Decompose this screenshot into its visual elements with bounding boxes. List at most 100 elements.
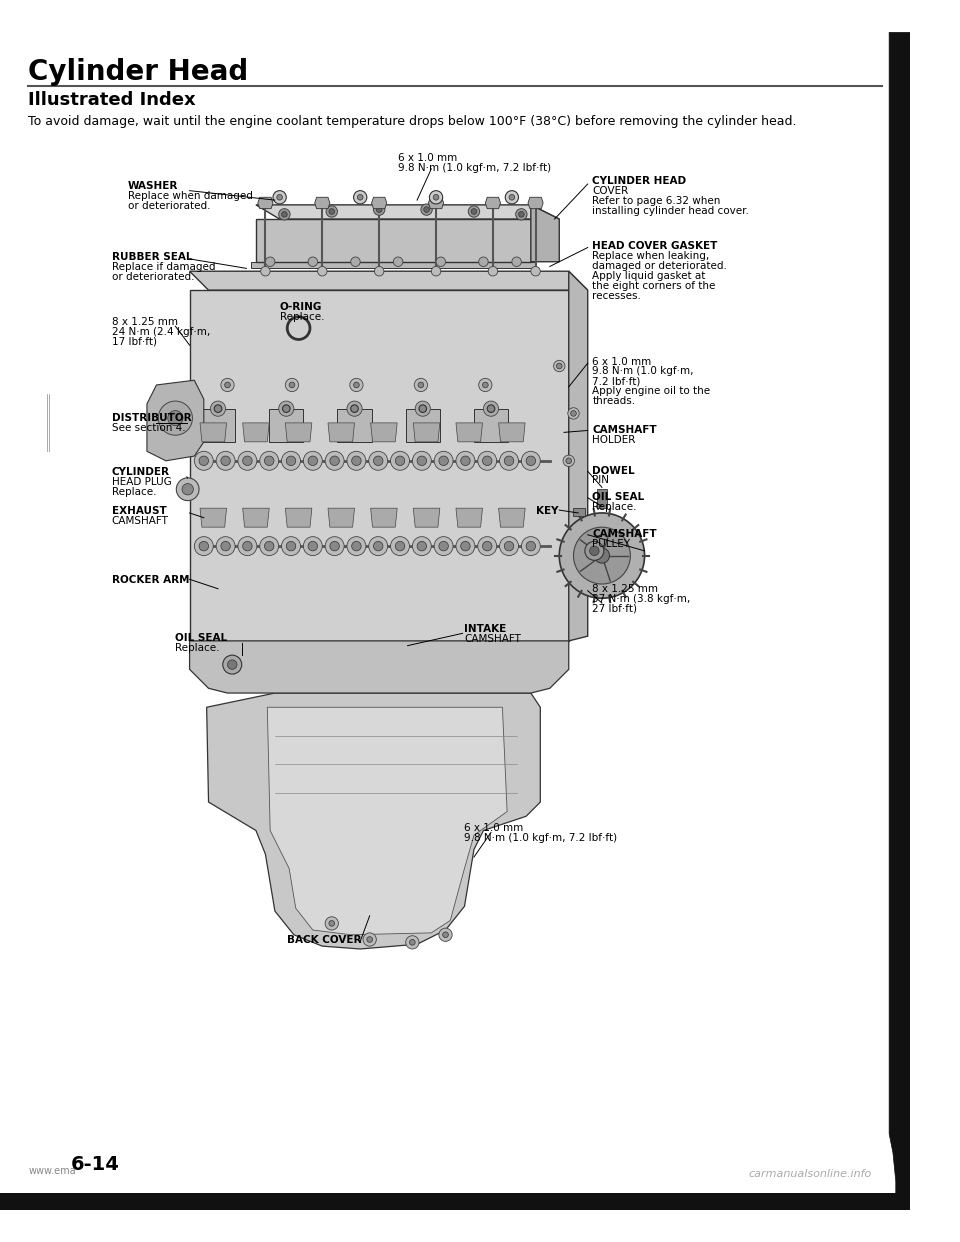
Circle shape (489, 267, 497, 276)
Polygon shape (285, 422, 312, 442)
Circle shape (264, 456, 274, 466)
Circle shape (350, 257, 360, 267)
Circle shape (526, 456, 536, 466)
Circle shape (483, 456, 492, 466)
Circle shape (216, 451, 235, 471)
Circle shape (420, 204, 432, 215)
Circle shape (363, 933, 376, 946)
Circle shape (281, 451, 300, 471)
Text: BACK COVER: BACK COVER (287, 935, 362, 945)
Text: CAMSHAFT: CAMSHAFT (592, 425, 657, 435)
Circle shape (325, 537, 344, 555)
Circle shape (282, 405, 290, 412)
Circle shape (479, 379, 492, 391)
Text: 8 x 1.25 mm: 8 x 1.25 mm (592, 584, 659, 594)
Circle shape (376, 206, 382, 212)
Circle shape (367, 936, 372, 943)
Circle shape (357, 195, 363, 200)
Text: Cylinder Head: Cylinder Head (29, 58, 249, 86)
Text: CAMSHAFT: CAMSHAFT (465, 633, 521, 643)
Text: damaged or deteriorated.: damaged or deteriorated. (592, 261, 728, 271)
Circle shape (396, 456, 405, 466)
Circle shape (228, 660, 237, 669)
Circle shape (347, 537, 366, 555)
Polygon shape (200, 508, 227, 527)
Circle shape (394, 257, 403, 267)
Polygon shape (243, 422, 269, 442)
Text: 9.8 N·m (1.0 kgf·m, 7.2 lbf·ft): 9.8 N·m (1.0 kgf·m, 7.2 lbf·ft) (398, 163, 551, 173)
Circle shape (443, 932, 448, 938)
Text: or deteriorated.: or deteriorated. (128, 201, 210, 211)
Text: Replace.: Replace. (592, 502, 636, 512)
Circle shape (504, 542, 514, 551)
Circle shape (168, 411, 183, 426)
Circle shape (594, 548, 610, 563)
Circle shape (374, 267, 384, 276)
Circle shape (478, 451, 496, 471)
Circle shape (434, 451, 453, 471)
Circle shape (483, 383, 489, 388)
Circle shape (413, 537, 431, 555)
Circle shape (434, 537, 453, 555)
Circle shape (278, 209, 290, 220)
Circle shape (531, 267, 540, 276)
Circle shape (560, 513, 644, 599)
Circle shape (182, 483, 193, 494)
Circle shape (214, 405, 222, 412)
Text: or deteriorated.: or deteriorated. (112, 272, 194, 282)
Bar (573, 508, 585, 515)
Circle shape (326, 206, 338, 217)
Circle shape (273, 190, 286, 204)
Circle shape (199, 542, 208, 551)
Circle shape (330, 542, 339, 551)
Text: CYLINDER: CYLINDER (112, 467, 170, 477)
Circle shape (286, 542, 296, 551)
Circle shape (278, 401, 294, 416)
Circle shape (429, 190, 443, 204)
Circle shape (353, 190, 367, 204)
Polygon shape (206, 693, 540, 949)
Circle shape (499, 451, 518, 471)
Circle shape (565, 458, 571, 463)
Circle shape (521, 451, 540, 471)
Text: OIL SEAL: OIL SEAL (592, 492, 644, 502)
Text: 6 x 1.0 mm: 6 x 1.0 mm (398, 153, 457, 163)
Circle shape (238, 537, 257, 555)
Circle shape (589, 546, 599, 555)
Polygon shape (200, 422, 227, 442)
Text: PIN: PIN (592, 476, 610, 486)
Polygon shape (474, 409, 508, 442)
Circle shape (373, 542, 383, 551)
Circle shape (439, 456, 448, 466)
Polygon shape (256, 205, 560, 219)
Circle shape (417, 456, 426, 466)
Circle shape (526, 542, 536, 551)
Polygon shape (498, 422, 525, 442)
Circle shape (349, 379, 363, 391)
Bar (0, 1192, 910, 1210)
Circle shape (350, 405, 358, 412)
Circle shape (471, 209, 477, 215)
Circle shape (303, 537, 323, 555)
Circle shape (308, 542, 318, 551)
Polygon shape (147, 380, 204, 461)
Text: recesses.: recesses. (592, 291, 641, 301)
Circle shape (264, 542, 274, 551)
Polygon shape (189, 291, 568, 641)
Text: Illustrated Index: Illustrated Index (29, 91, 196, 109)
Circle shape (289, 383, 295, 388)
Circle shape (456, 537, 475, 555)
Circle shape (418, 383, 423, 388)
Circle shape (423, 206, 429, 212)
Circle shape (158, 401, 192, 435)
Circle shape (243, 456, 252, 466)
Circle shape (433, 195, 439, 200)
Text: Replace if damaged: Replace if damaged (112, 262, 215, 272)
Text: CAMSHAFT: CAMSHAFT (592, 529, 657, 539)
Polygon shape (414, 508, 440, 527)
Text: CAMSHAFT: CAMSHAFT (112, 517, 169, 527)
Circle shape (260, 451, 278, 471)
Circle shape (417, 542, 426, 551)
Circle shape (223, 655, 242, 674)
Circle shape (351, 542, 361, 551)
